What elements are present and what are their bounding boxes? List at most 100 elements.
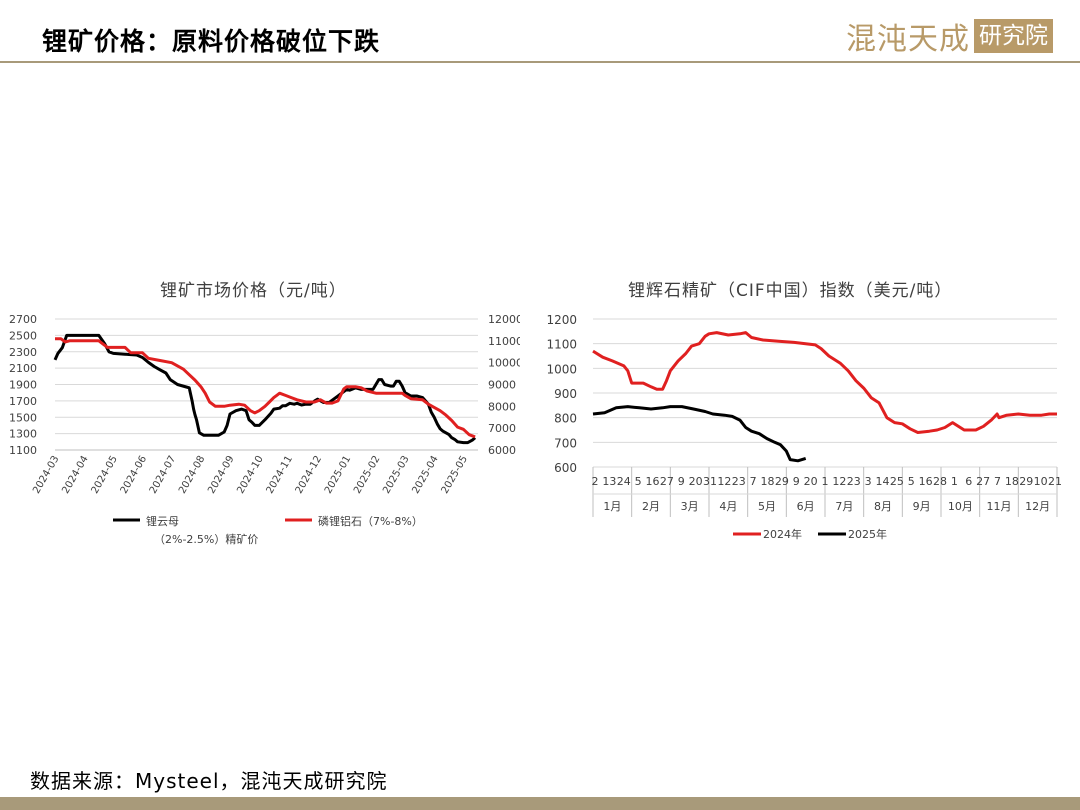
- right-day-label: 23: [732, 475, 746, 488]
- right-y-tick-label: 12000: [488, 313, 520, 326]
- right-series-line-2: [592, 405, 807, 463]
- source-note: 数据来源：Mysteel，混沌天成研究院: [30, 769, 388, 793]
- right-month-label: 1月: [603, 500, 621, 513]
- chart-title-right: 锂辉石精矿（CIF中国）指数（美元/吨）: [628, 281, 953, 301]
- page-title: 锂矿价格：原料价格破位下跌: [42, 27, 381, 56]
- left-grid: [55, 318, 478, 451]
- footer-bar: [0, 797, 1080, 810]
- legend-label-lepidolite: 锂云母: [146, 514, 179, 528]
- right-day-label: 1: [951, 475, 958, 488]
- right-day-label: 14: [876, 475, 890, 488]
- right-y-tick-label: 10000: [488, 357, 520, 370]
- right-y-tick-label: 8000: [488, 400, 516, 413]
- right-day-label: 12: [717, 475, 731, 488]
- right-day-label: 5: [635, 475, 642, 488]
- legend-label-lepidolite-spec: （2%-2.5%）精矿价: [154, 533, 258, 546]
- left-y-tick-label: 1900: [9, 379, 37, 392]
- right-series-lines: [592, 331, 1057, 463]
- left-y-tick-label: 1700: [9, 395, 37, 408]
- left-x-axis-ticks: 2024-032024-042024-052024-062024-072024-…: [31, 454, 470, 496]
- logo-box-text: 研究院: [974, 19, 1053, 53]
- left-x-tick-label: 2025-03: [381, 454, 411, 496]
- right-month-label: 4月: [719, 500, 737, 513]
- right-month-label: 5月: [758, 500, 776, 513]
- right-day-label: 27: [660, 475, 674, 488]
- right-day-label: 7: [994, 475, 1001, 488]
- left-x-tick-label: 2024-05: [90, 454, 120, 496]
- right-day-label: 7: [750, 475, 757, 488]
- right-day-label: 25: [890, 475, 904, 488]
- left-y-tick-label: 2700: [9, 313, 37, 326]
- right-legend-label: 2024年: [763, 527, 802, 541]
- right-day-label: 18: [1005, 475, 1019, 488]
- left-x-tick-label: 2024-08: [177, 454, 207, 496]
- right-y-tick-label: 1000: [546, 362, 577, 376]
- right-month-label: 7月: [835, 500, 853, 513]
- right-day-label: 5: [908, 475, 915, 488]
- right-day-label: 12: [832, 475, 846, 488]
- logo: 混沌天成 研究院: [846, 14, 1053, 58]
- right-y-tick-label: 11000: [488, 335, 520, 348]
- right-legend-label: 2025年: [848, 527, 887, 541]
- chart-title-left: 锂矿市场价格（元/吨）: [160, 281, 347, 301]
- right-y-tick-label: 1200: [546, 313, 577, 327]
- header-divider: [0, 61, 1080, 63]
- right-day-label: 31: [703, 475, 717, 488]
- right-y-tick-label: 900: [554, 387, 577, 401]
- left-x-tick-label: 2024-06: [119, 454, 149, 496]
- left-x-tick-label: 2024-11: [265, 454, 295, 496]
- left-y-tick-label: 1100: [9, 444, 37, 457]
- left-x-tick-label: 2024-10: [235, 454, 265, 496]
- right-y-tick-label: 1100: [546, 338, 577, 352]
- right-month-label: 12月: [1025, 500, 1050, 513]
- right-month-label: 3月: [681, 500, 699, 513]
- right-y-tick-label: 800: [554, 412, 577, 426]
- right-month-label: 11月: [987, 500, 1012, 513]
- left-x-tick-label: 2024-09: [206, 454, 236, 496]
- left-x-tick-label: 2024-12: [294, 454, 324, 496]
- left-y-axis-right-ticks: 12000 11000 10000 9000 8000 7000 6000: [488, 313, 520, 457]
- right-month-label: 8月: [874, 500, 892, 513]
- right-day-label: 23: [847, 475, 861, 488]
- left-x-tick-label: 2024-04: [60, 454, 90, 496]
- right-y-axis-ticks: 1200 1100 1000 900 800 700 600: [546, 313, 577, 475]
- right-month-label: 6月: [797, 500, 815, 513]
- spodumene-index-chart: 1200 1100 1000 900 800 700 600 1月 2月 3月 4月 5月 6月 7月 8…: [546, 313, 1063, 541]
- right-y-tick-label: 6000: [488, 444, 516, 457]
- right-day-label: 18: [761, 475, 775, 488]
- left-y-tick-label: 2500: [9, 329, 37, 342]
- header: 锂矿价格：原料价格破位下跌 混沌天成 研究院: [0, 0, 1080, 63]
- left-x-tick-label: 2025-05: [440, 454, 470, 496]
- lithium-ore-price-chart: 2700 2500 2300 2100 1900 1700 1500 1300 1100 120…: [9, 313, 520, 546]
- right-day-label: 24: [617, 475, 631, 488]
- right-day-label: 20: [689, 475, 703, 488]
- left-x-tick-label: 2025-02: [352, 454, 382, 496]
- right-y-tick-label: 700: [554, 436, 577, 450]
- right-day-label: 29: [775, 475, 789, 488]
- left-series-lines: [53, 333, 477, 445]
- left-x-tick-label: 2025-01: [323, 454, 353, 496]
- right-day-label: 16: [919, 475, 933, 488]
- logo-text: 混沌天成: [846, 22, 970, 57]
- left-y-tick-label: 2100: [9, 362, 37, 375]
- left-series-line-1: [53, 333, 477, 445]
- right-day-label: 13: [602, 475, 616, 488]
- left-x-tick-label: 2025-04: [410, 454, 440, 496]
- right-grid: [592, 318, 1058, 517]
- right-day-label: 16: [646, 475, 660, 488]
- right-day-label: 6: [965, 475, 972, 488]
- right-month-label: 9月: [913, 500, 931, 513]
- right-day-label: 27: [976, 475, 990, 488]
- right-day-label: 20: [804, 475, 818, 488]
- left-series-line-2: [55, 337, 476, 439]
- right-day-label: 10: [1034, 475, 1048, 488]
- right-y-tick-label: 9000: [488, 379, 516, 392]
- right-day-label: 29: [1019, 475, 1033, 488]
- legend-label-amblygonite: 磷锂铝石（7%-8%）: [318, 514, 423, 528]
- left-y-tick-label: 1300: [9, 428, 37, 441]
- right-month-label: 2月: [642, 500, 660, 513]
- right-day-label: 9: [793, 475, 800, 488]
- right-legend: 2024年 2025年: [733, 527, 887, 541]
- right-day-label: 9: [678, 475, 685, 488]
